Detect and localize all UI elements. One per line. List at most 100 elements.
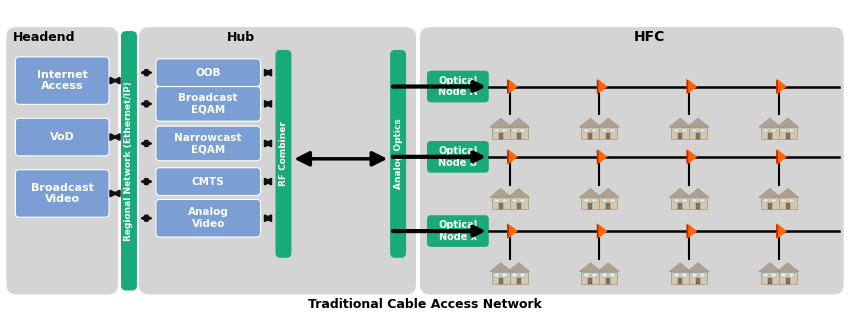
Text: Narrowcast
EQAM: Narrowcast EQAM (174, 133, 242, 154)
Polygon shape (682, 199, 687, 203)
Polygon shape (689, 127, 707, 139)
Polygon shape (580, 188, 602, 198)
Polygon shape (494, 129, 499, 132)
Polygon shape (771, 199, 776, 203)
Text: Traditional Cable Access Network: Traditional Cable Access Network (308, 298, 542, 311)
Polygon shape (517, 133, 521, 139)
Polygon shape (674, 273, 678, 277)
FancyBboxPatch shape (6, 27, 118, 295)
Polygon shape (517, 203, 521, 209)
FancyBboxPatch shape (420, 27, 844, 295)
Polygon shape (602, 199, 607, 203)
Polygon shape (700, 129, 705, 132)
Polygon shape (599, 272, 617, 284)
Polygon shape (502, 199, 507, 203)
FancyBboxPatch shape (156, 168, 261, 195)
Polygon shape (678, 278, 683, 284)
Polygon shape (507, 149, 516, 165)
Polygon shape (674, 199, 678, 203)
Polygon shape (688, 224, 697, 238)
Text: Internet
Access: Internet Access (37, 70, 88, 91)
Polygon shape (606, 133, 610, 139)
Polygon shape (692, 129, 697, 132)
Polygon shape (696, 133, 700, 139)
Polygon shape (672, 272, 689, 284)
Polygon shape (513, 129, 517, 132)
Polygon shape (507, 118, 530, 127)
Polygon shape (759, 188, 781, 198)
Polygon shape (696, 278, 700, 284)
Polygon shape (779, 272, 796, 284)
FancyBboxPatch shape (427, 141, 489, 173)
Text: HFC: HFC (633, 30, 665, 44)
Polygon shape (599, 127, 617, 139)
Polygon shape (777, 263, 799, 272)
Polygon shape (598, 224, 608, 238)
Polygon shape (689, 272, 707, 284)
Text: VoD: VoD (50, 132, 75, 142)
Polygon shape (776, 149, 785, 165)
Polygon shape (785, 203, 790, 209)
Polygon shape (507, 263, 530, 272)
Polygon shape (771, 273, 776, 277)
FancyBboxPatch shape (156, 87, 261, 121)
Polygon shape (581, 198, 599, 209)
Polygon shape (669, 188, 691, 198)
Text: Analog
Video: Analog Video (188, 208, 229, 229)
Polygon shape (509, 224, 518, 238)
Polygon shape (509, 79, 518, 94)
Polygon shape (763, 129, 768, 132)
Polygon shape (678, 133, 683, 139)
Polygon shape (598, 263, 620, 272)
Polygon shape (682, 273, 687, 277)
Text: Optical
Node B: Optical Node B (439, 146, 478, 168)
Polygon shape (502, 273, 507, 277)
Polygon shape (768, 278, 772, 284)
Polygon shape (687, 263, 709, 272)
FancyBboxPatch shape (156, 199, 261, 237)
Polygon shape (507, 79, 516, 94)
Polygon shape (513, 199, 517, 203)
Polygon shape (678, 203, 683, 209)
Polygon shape (610, 129, 615, 132)
Polygon shape (490, 188, 512, 198)
Polygon shape (513, 273, 517, 277)
FancyBboxPatch shape (15, 57, 109, 104)
Polygon shape (687, 79, 695, 94)
FancyBboxPatch shape (390, 50, 406, 258)
FancyBboxPatch shape (156, 59, 261, 87)
Polygon shape (502, 129, 507, 132)
Polygon shape (779, 198, 796, 209)
Polygon shape (790, 199, 794, 203)
Polygon shape (687, 224, 695, 239)
Text: Broadcast
Video: Broadcast Video (31, 183, 94, 204)
Polygon shape (581, 127, 599, 139)
Polygon shape (507, 188, 530, 198)
Polygon shape (688, 150, 697, 164)
Polygon shape (584, 129, 589, 132)
Text: Headend: Headend (14, 30, 76, 44)
Polygon shape (692, 273, 697, 277)
Polygon shape (689, 198, 707, 209)
Polygon shape (592, 129, 597, 132)
Polygon shape (700, 273, 705, 277)
Polygon shape (700, 199, 705, 203)
Polygon shape (761, 127, 779, 139)
Polygon shape (592, 273, 597, 277)
Text: CMTS: CMTS (192, 176, 224, 187)
Polygon shape (790, 273, 794, 277)
Polygon shape (492, 272, 510, 284)
Polygon shape (517, 278, 521, 284)
Polygon shape (672, 198, 689, 209)
Polygon shape (771, 129, 776, 132)
Polygon shape (777, 118, 799, 127)
Polygon shape (509, 150, 518, 164)
Text: Optical
Node x: Optical Node x (439, 220, 478, 242)
Polygon shape (499, 278, 502, 284)
Polygon shape (494, 199, 499, 203)
FancyBboxPatch shape (121, 31, 137, 290)
Text: Optical
Node A: Optical Node A (439, 76, 478, 97)
Polygon shape (776, 79, 785, 94)
Text: OOB: OOB (196, 68, 221, 78)
Polygon shape (584, 199, 589, 203)
